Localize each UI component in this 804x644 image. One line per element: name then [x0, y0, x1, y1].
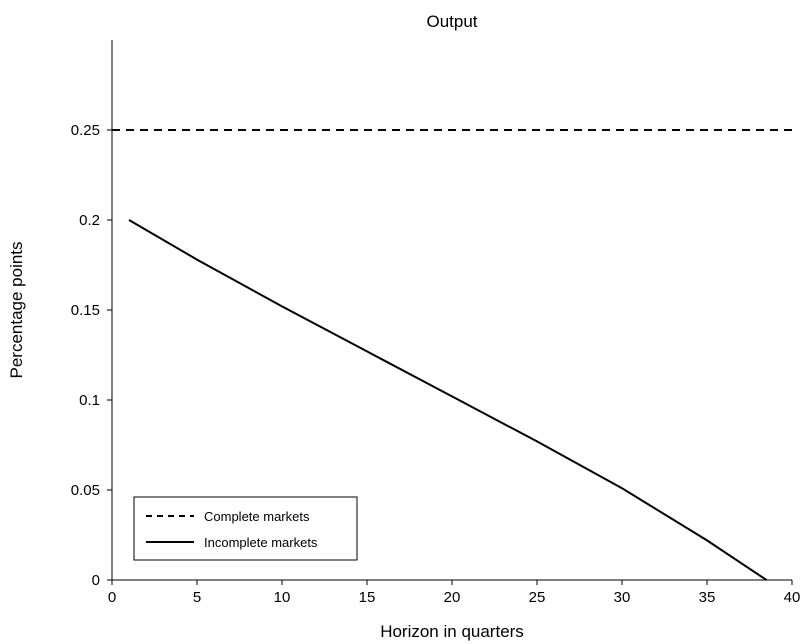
x-tick-label: 35 [699, 589, 716, 606]
y-tick-label: 0.15 [71, 302, 100, 319]
legend-label-complete-markets: Complete markets [204, 509, 310, 524]
x-tick-label: 40 [784, 589, 801, 606]
series-layer [112, 129, 792, 581]
y-tick-label: 0.1 [79, 392, 100, 409]
x-tick-label: 10 [274, 589, 291, 606]
x-axis-label: Horizon in quarters [380, 622, 524, 641]
x-tick-label: 30 [614, 589, 631, 606]
y-axis-label: Percentage points [7, 241, 26, 378]
y-tick-label: 0 [92, 572, 100, 589]
y-tick-label: 0.2 [79, 212, 100, 229]
legend: Complete markets Incomplete markets [133, 496, 358, 561]
legend-box [133, 496, 358, 561]
x-axis-ticks: 0 5 10 15 20 25 30 35 40 [108, 580, 801, 606]
x-tick-label: 15 [359, 589, 376, 606]
y-tick-label: 0.25 [71, 122, 100, 139]
x-tick-label: 25 [529, 589, 546, 606]
series-line-incomplete-markets [128, 219, 768, 581]
chart-title: Output [426, 12, 477, 31]
x-tick-label: 0 [108, 589, 116, 606]
x-tick-label: 20 [444, 589, 461, 606]
y-tick-label: 0.05 [71, 482, 100, 499]
y-axis-ticks: 0 0.05 0.1 0.15 0.2 0.25 [71, 122, 112, 589]
plot-area: 0 5 10 15 20 25 30 35 40 0 0.05 0.1 0.15 0.2 0.25 [71, 40, 801, 606]
x-tick-label: 5 [193, 589, 201, 606]
legend-label-incomplete-markets: Incomplete markets [204, 535, 318, 550]
